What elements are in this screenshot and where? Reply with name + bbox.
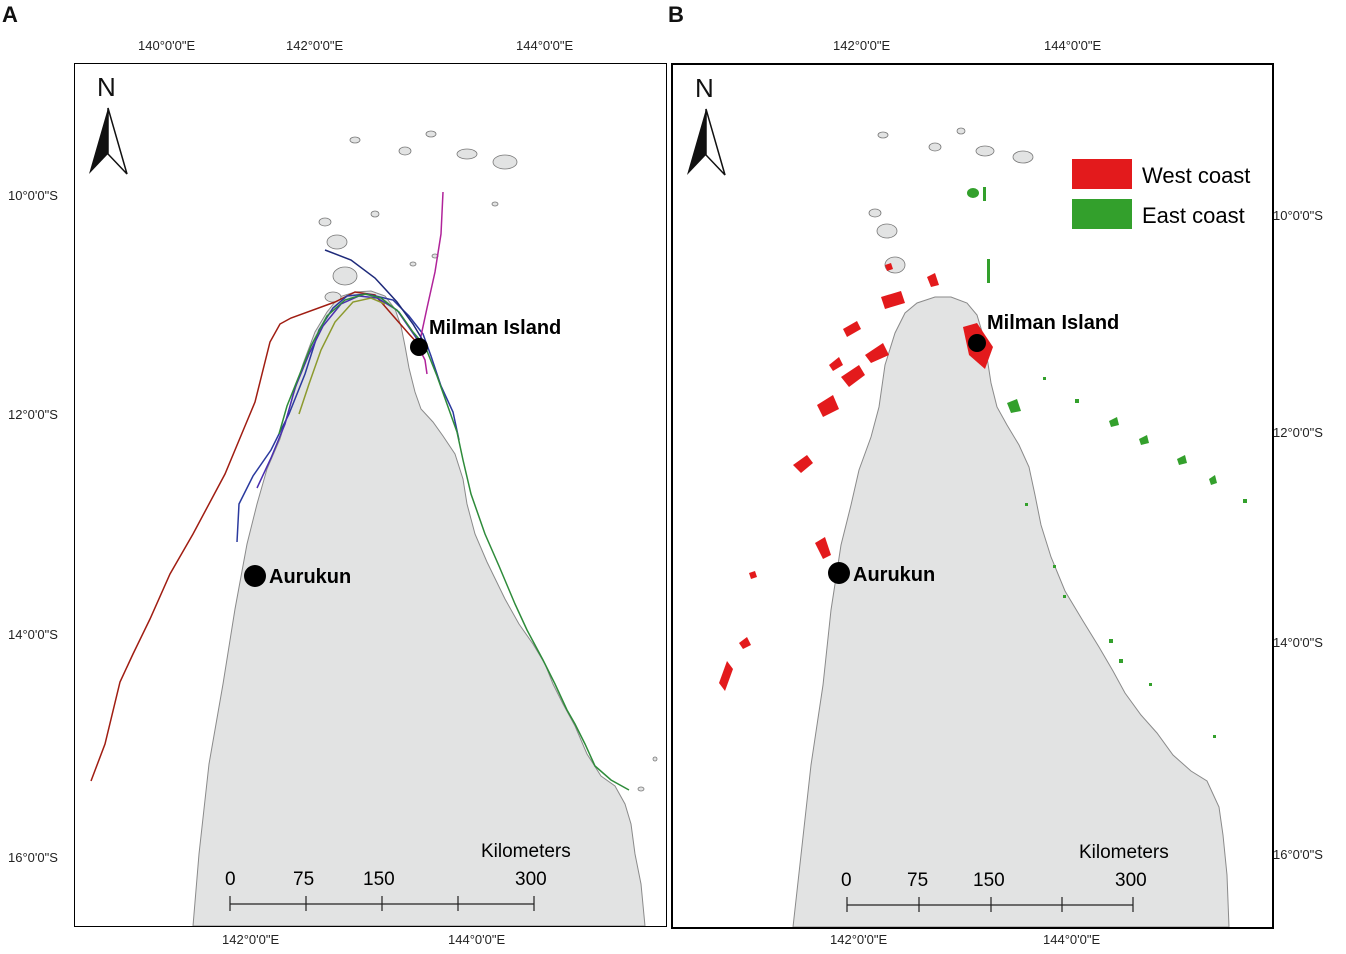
svg-text:Kilometers: Kilometers bbox=[1079, 842, 1169, 863]
legend-swatch-east bbox=[1072, 199, 1132, 229]
lon-tick-bottom: 144°0'0"E bbox=[1043, 932, 1101, 947]
lat-tick-left: 10°0'0"S bbox=[8, 188, 58, 203]
lon-tick-bottom: 142°0'0"E bbox=[222, 932, 280, 947]
lon-tick-top: 144°0'0"E bbox=[1044, 38, 1102, 53]
track-red bbox=[90, 291, 421, 782]
svg-text:N: N bbox=[97, 72, 116, 102]
track-magenta bbox=[418, 191, 444, 375]
lon-tick-bottom: 144°0'0"E bbox=[448, 932, 506, 947]
place-milman-island: Milman Island bbox=[968, 312, 1119, 352]
legend-label-east: East coast bbox=[1142, 203, 1245, 228]
map-panel-b: N West coast East coast Milman Island Au… bbox=[671, 63, 1274, 929]
map-b-svg: N West coast East coast Milman Island Au… bbox=[687, 73, 1250, 927]
track-blue bbox=[236, 293, 460, 543]
east-coast-areas bbox=[967, 187, 1247, 738]
svg-text:Milman Island: Milman Island bbox=[429, 317, 561, 339]
scale-bar: Kilometers 0 75 150 300 bbox=[225, 841, 571, 911]
panel-b-letter: B bbox=[668, 2, 684, 27]
peninsula-land bbox=[792, 296, 1230, 927]
track-green bbox=[278, 293, 630, 791]
svg-text:Aurukun: Aurukun bbox=[269, 566, 351, 588]
svg-text:300: 300 bbox=[515, 869, 547, 890]
lat-tick-right: 12°0'0"S bbox=[1273, 425, 1323, 440]
scale-bar: Kilometers 0 75 150 300 bbox=[841, 842, 1169, 912]
lon-tick-bottom: 142°0'0"E bbox=[830, 932, 888, 947]
track-olive bbox=[298, 297, 386, 415]
lon-tick-top: 142°0'0"E bbox=[286, 38, 344, 53]
north-arrow-icon: N bbox=[687, 73, 726, 176]
svg-text:150: 150 bbox=[363, 869, 395, 890]
svg-text:N: N bbox=[695, 73, 714, 103]
lon-tick-top: 144°0'0"E bbox=[516, 38, 574, 53]
svg-text:0: 0 bbox=[225, 869, 236, 890]
svg-text:Milman Island: Milman Island bbox=[987, 312, 1119, 334]
torres-strait-islands bbox=[868, 127, 1034, 274]
lon-tick-top: 140°0'0"E bbox=[138, 38, 196, 53]
track-purple bbox=[256, 295, 420, 489]
legend: West coast East coast bbox=[1072, 159, 1250, 229]
lat-tick-right: 16°0'0"S bbox=[1273, 847, 1323, 862]
lat-tick-left: 12°0'0"S bbox=[8, 407, 58, 422]
lat-tick-right: 10°0'0"S bbox=[1273, 208, 1323, 223]
map-a-svg: N Milman Island Aurukun Kilometers 0 75 … bbox=[89, 72, 658, 926]
svg-text:150: 150 bbox=[973, 870, 1005, 891]
svg-text:0: 0 bbox=[841, 870, 852, 891]
place-milman-island: Milman Island bbox=[410, 317, 561, 356]
svg-text:Aurukun: Aurukun bbox=[853, 564, 935, 586]
peninsula-land bbox=[192, 290, 646, 926]
svg-text:75: 75 bbox=[907, 870, 928, 891]
legend-label-west: West coast bbox=[1142, 163, 1250, 188]
svg-text:300: 300 bbox=[1115, 870, 1147, 891]
lat-tick-right: 14°0'0"S bbox=[1273, 635, 1323, 650]
place-aurukun: Aurukun bbox=[828, 562, 935, 586]
tracking-lines bbox=[90, 191, 630, 791]
panel-a-letter: A bbox=[2, 2, 18, 27]
torres-strait-islands bbox=[318, 130, 658, 792]
legend-swatch-west bbox=[1072, 159, 1132, 189]
lat-tick-left: 16°0'0"S bbox=[8, 850, 58, 865]
track-dark-blue bbox=[324, 249, 426, 345]
svg-text:75: 75 bbox=[293, 869, 314, 890]
map-panel-a: N Milman Island Aurukun Kilometers 0 75 … bbox=[74, 63, 667, 927]
place-aurukun: Aurukun bbox=[244, 565, 351, 588]
svg-text:Kilometers: Kilometers bbox=[481, 841, 571, 862]
north-arrow-icon: N bbox=[89, 72, 128, 175]
lon-tick-top: 142°0'0"E bbox=[833, 38, 891, 53]
lat-tick-left: 14°0'0"S bbox=[8, 627, 58, 642]
